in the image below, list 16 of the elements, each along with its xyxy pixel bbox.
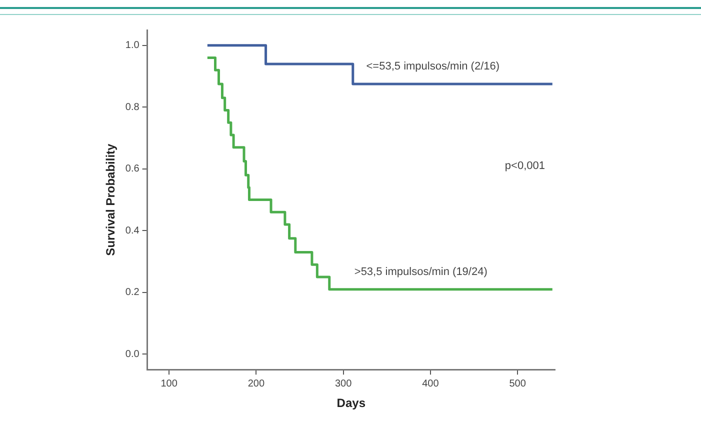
x-tick-label: 400 bbox=[422, 378, 440, 390]
annotation: p<0,001 bbox=[504, 160, 545, 172]
series-label: >53,5 impulsos/min (19/24) bbox=[354, 266, 488, 278]
y-tick-label: 0.6 bbox=[125, 164, 140, 175]
x-tick-label: 200 bbox=[248, 378, 265, 390]
y-tick-label: 0.4 bbox=[125, 225, 140, 236]
x-tick-label: 300 bbox=[334, 378, 352, 390]
y-tick-label: 0.0 bbox=[125, 348, 140, 360]
x-tick-label: 100 bbox=[160, 378, 178, 390]
y-axis-title: Survival Probability bbox=[104, 143, 118, 256]
y-tick-label: 1.0 bbox=[125, 40, 140, 52]
x-tick-label: 500 bbox=[509, 378, 526, 390]
y-tick-label: 0.8 bbox=[125, 102, 140, 113]
x-axis-title: Days bbox=[336, 396, 366, 410]
series-label: <=53,5 impulsos/min (2/16) bbox=[366, 60, 500, 73]
y-tick-label: 0.2 bbox=[125, 287, 140, 298]
